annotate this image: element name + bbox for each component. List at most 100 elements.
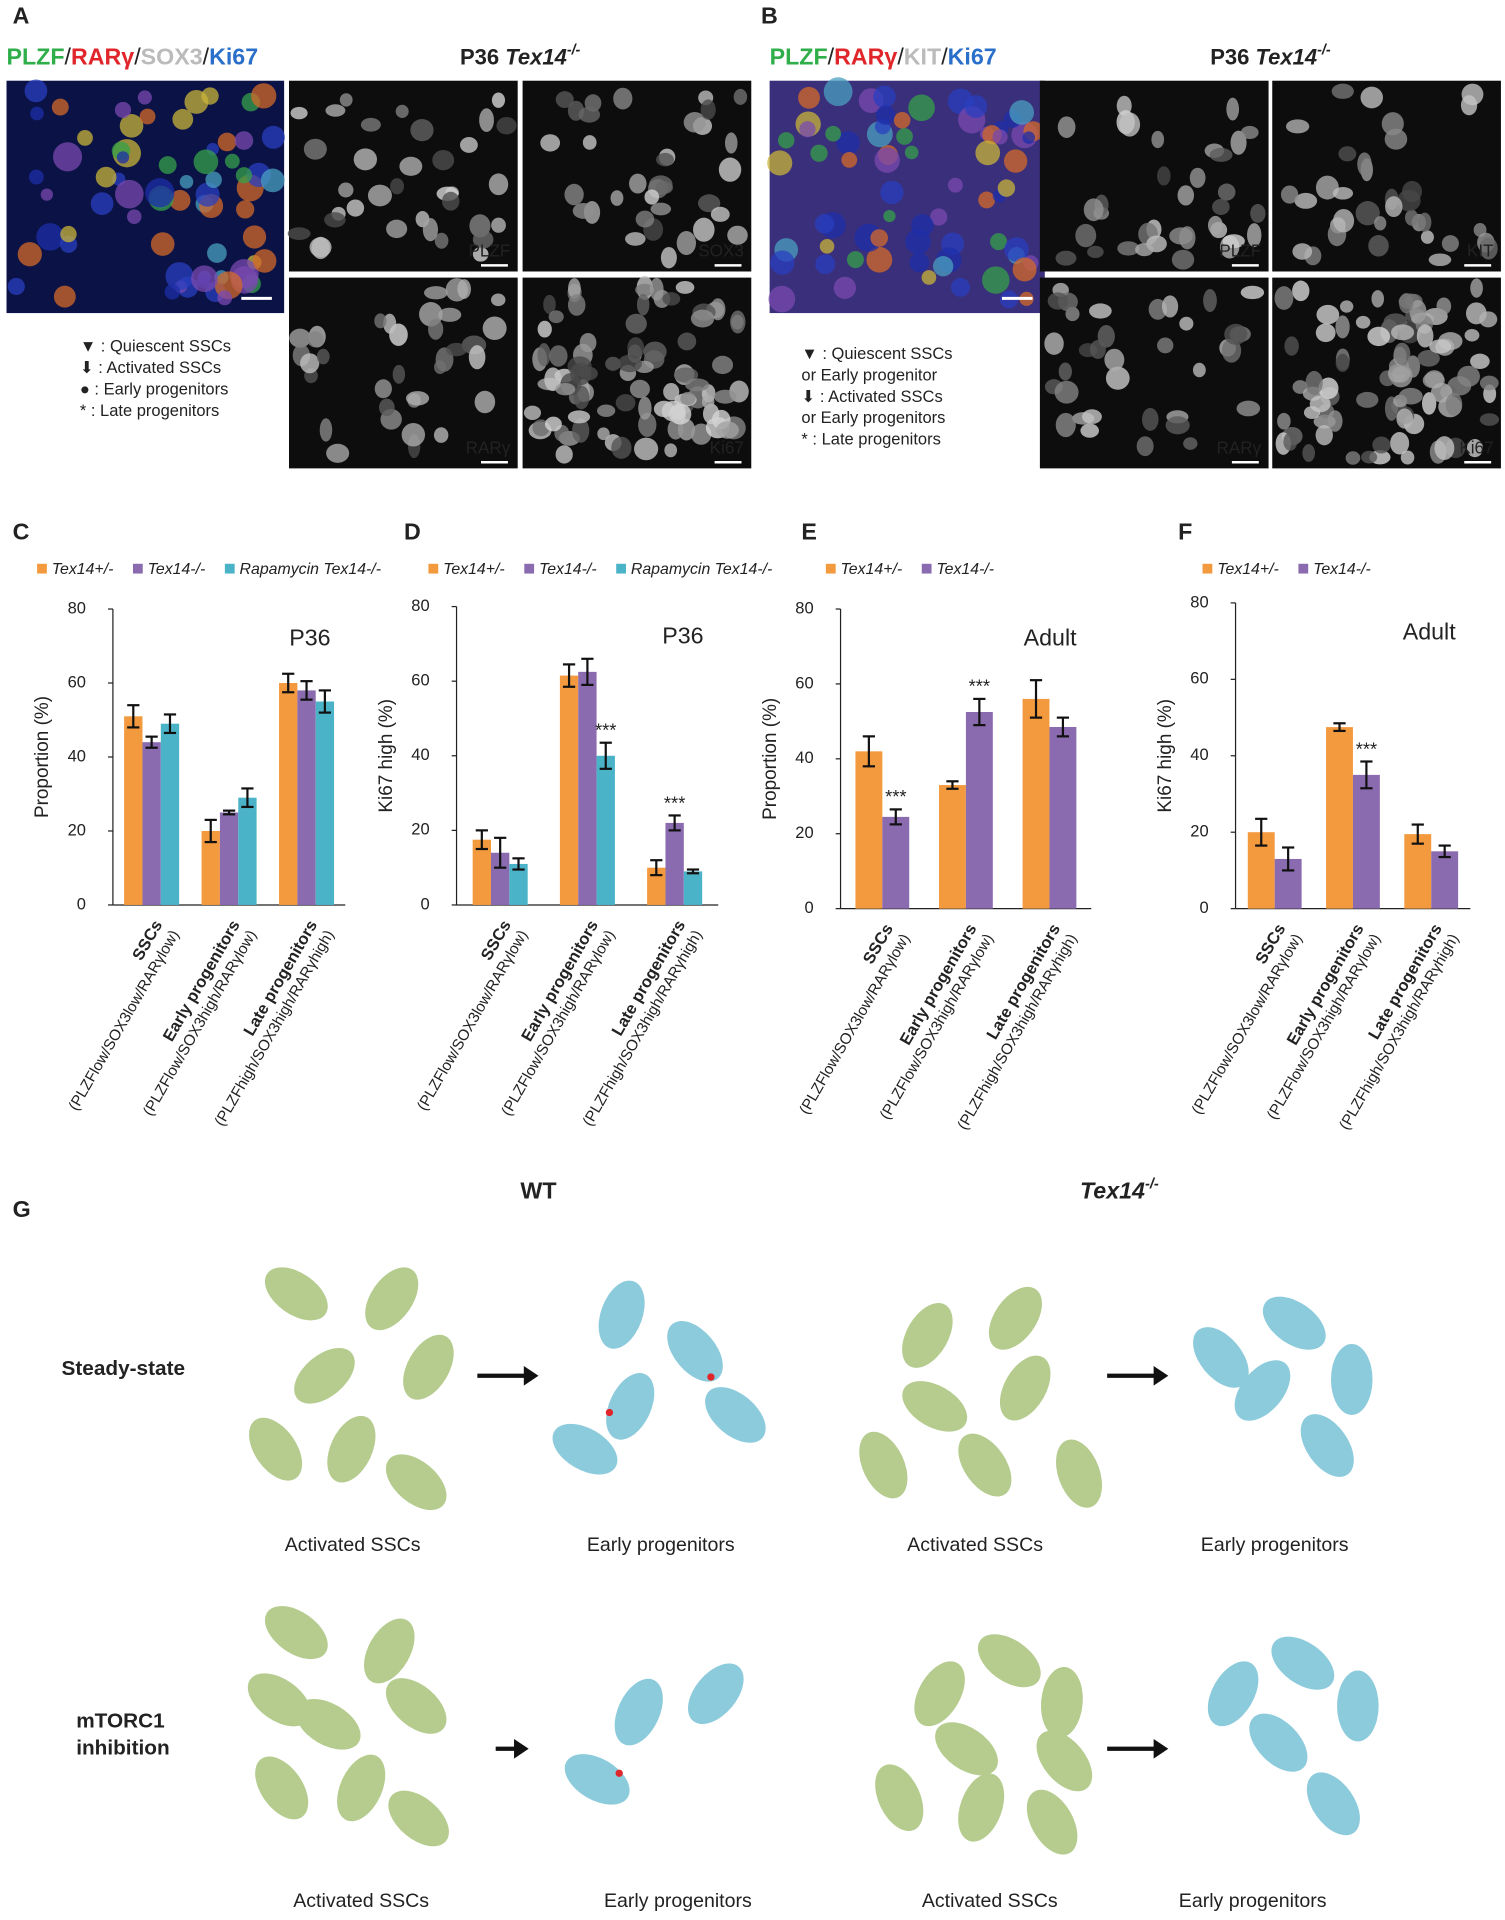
- cell: [564, 1754, 630, 1805]
- cell-nucleus: [217, 290, 233, 306]
- cell-nucleus: [235, 167, 253, 184]
- cell-signal: [718, 157, 742, 182]
- cell-signal: [669, 403, 692, 425]
- bar: [665, 822, 684, 905]
- cell-signal: [1385, 196, 1403, 218]
- cell-nucleus: [982, 266, 1010, 294]
- cell-signal: [383, 313, 397, 334]
- cell-signal: [325, 104, 346, 117]
- cell-nucleus: [768, 285, 796, 313]
- cell-nucleus: [179, 175, 194, 189]
- cell-signal: [1396, 408, 1414, 429]
- cell-signal: [715, 421, 740, 439]
- cell-signal: [378, 398, 395, 417]
- bar: [490, 852, 510, 905]
- legend-text: or Early progenitors: [801, 409, 945, 427]
- cell-nucleus: [896, 128, 913, 145]
- cell-nucleus: [873, 85, 896, 108]
- legend-swatch: [224, 563, 235, 574]
- cell-signal: [1087, 245, 1104, 259]
- error-bar: [1056, 716, 1070, 738]
- cell-signal: [1470, 353, 1490, 369]
- chart-annotation: P36: [289, 625, 330, 651]
- error-bar: [282, 672, 295, 694]
- channel-name: PLZF: [770, 44, 828, 70]
- error-bar: [599, 741, 612, 770]
- bar: [1404, 834, 1432, 909]
- cell-signal: [543, 294, 556, 315]
- panel-letter: E: [801, 518, 817, 544]
- channel-name: Ki67: [209, 44, 258, 70]
- cell-signal: [1189, 167, 1206, 188]
- cell: [388, 1790, 449, 1847]
- y-tick-label: 20: [68, 821, 86, 839]
- cell-nucleus: [883, 209, 896, 223]
- cell-signal: [1327, 410, 1343, 432]
- bar: [315, 701, 335, 905]
- legend-swatch: [825, 563, 836, 574]
- cell: [1036, 1730, 1093, 1792]
- cell-signal: [479, 108, 494, 133]
- cell-nucleus: [815, 254, 836, 275]
- channel-separator: /: [897, 44, 904, 70]
- cell: [1056, 1439, 1103, 1508]
- chart-annotation: Adult: [1024, 625, 1077, 651]
- cell-nucleus: [77, 129, 93, 146]
- cell-signal: [287, 227, 311, 240]
- cell-signal: [1058, 362, 1072, 381]
- cell-nucleus: [30, 106, 44, 121]
- cell-signal: [1151, 130, 1165, 149]
- cell-signal: [395, 104, 409, 118]
- error-bar: [163, 713, 177, 735]
- y-tick-label: 60: [1190, 670, 1208, 688]
- cell-signal: [428, 318, 444, 340]
- cell-signal: [537, 320, 552, 338]
- cell-signal: [1331, 83, 1354, 99]
- legend-label: Tex14-/-: [1313, 561, 1371, 578]
- cell-signal: [1479, 237, 1498, 260]
- bar: [1022, 698, 1050, 909]
- cell-signal: [523, 405, 541, 421]
- cell-signal: [1479, 413, 1500, 426]
- cell-signal: [1157, 166, 1171, 186]
- cell-signal: [1240, 125, 1259, 140]
- cell-signal: [1177, 185, 1195, 206]
- cell-signal: [605, 356, 621, 371]
- cell: [902, 1303, 953, 1368]
- cell-signal: [1479, 375, 1499, 391]
- cell-signal: [424, 286, 448, 300]
- cell-signal: [491, 217, 506, 233]
- cell-nucleus: [870, 229, 888, 247]
- legend-text: ⬇ : Activated SSCs: [80, 359, 221, 377]
- legend-label: Tex14+/-: [52, 561, 114, 578]
- cell-nucleus: [904, 145, 919, 160]
- y-tick-label: 20: [795, 824, 813, 842]
- column-genotype: -/-: [1145, 1176, 1159, 1192]
- cell-signal: [289, 328, 311, 348]
- arrow-head: [523, 1366, 539, 1386]
- cell-signal: [438, 307, 462, 322]
- cell-signal: [367, 184, 392, 207]
- cell-signal: [1355, 201, 1380, 226]
- cell-signal: [636, 293, 650, 316]
- cell: [977, 1634, 1041, 1688]
- cell: [552, 1423, 618, 1475]
- cell-nucleus: [7, 277, 25, 296]
- cell: [264, 1606, 328, 1660]
- cell-signal: [1240, 285, 1265, 300]
- cell: [249, 1417, 303, 1481]
- cell-signal: [324, 212, 346, 228]
- cell-signal: [1356, 391, 1379, 408]
- cell-signal: [680, 391, 696, 406]
- error-bar: [300, 680, 313, 701]
- legend-text: ▼ : Quiescent SSCs: [801, 345, 952, 363]
- cell-signal: [307, 331, 324, 348]
- cell-signal: [1105, 366, 1130, 390]
- error-bar: [222, 809, 236, 816]
- cell-signal: [1404, 209, 1419, 226]
- channel-label: SOX3: [698, 241, 744, 260]
- cell-signal: [727, 225, 748, 245]
- cell-signal: [311, 236, 330, 260]
- cell-nucleus: [252, 249, 277, 273]
- cell-nucleus: [126, 209, 142, 224]
